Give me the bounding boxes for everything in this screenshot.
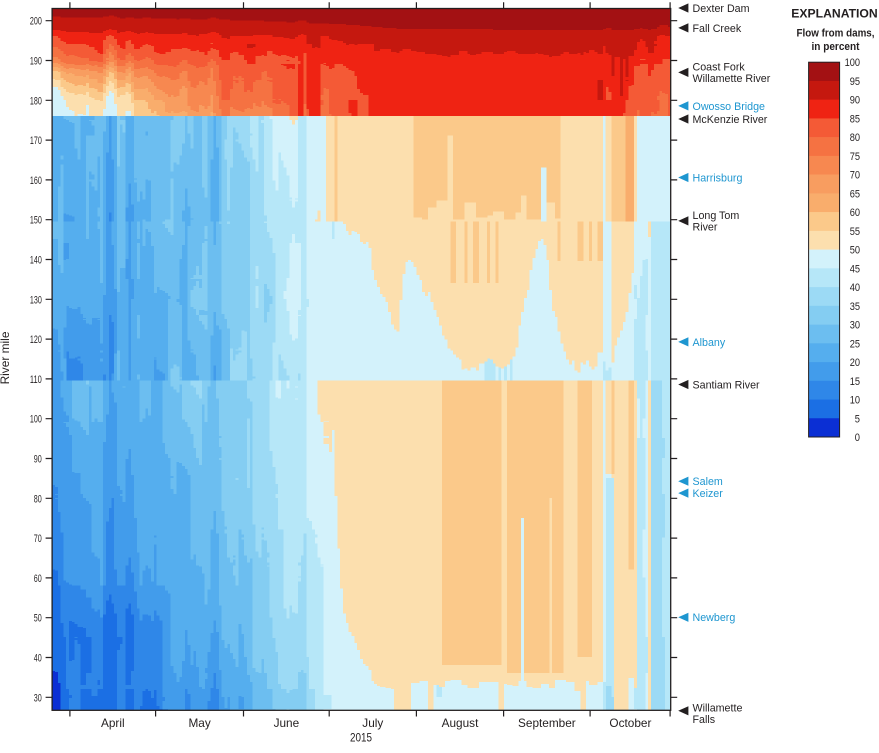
- svg-text:65: 65: [850, 188, 860, 200]
- svg-text:Coast Fork: Coast Fork: [693, 62, 746, 74]
- svg-text:Keizer: Keizer: [693, 488, 724, 500]
- svg-text:Falls: Falls: [693, 714, 716, 726]
- svg-text:Willamette: Willamette: [693, 703, 743, 715]
- svg-text:2015: 2015: [350, 731, 372, 745]
- svg-text:July: July: [362, 716, 383, 730]
- svg-text:50: 50: [34, 613, 42, 625]
- svg-text:October: October: [609, 716, 651, 730]
- svg-text:80: 80: [850, 132, 860, 144]
- svg-text:95: 95: [850, 76, 860, 88]
- svg-text:80: 80: [34, 493, 42, 505]
- svg-text:75: 75: [850, 151, 860, 163]
- svg-text:15: 15: [850, 376, 860, 388]
- svg-text:Santiam River: Santiam River: [693, 379, 761, 391]
- svg-text:Long Tom: Long Tom: [693, 210, 740, 222]
- svg-text:Newberg: Newberg: [693, 612, 736, 624]
- svg-text:140: 140: [30, 255, 42, 267]
- svg-text:EXPLANATION: EXPLANATION: [791, 7, 877, 21]
- svg-text:70: 70: [850, 170, 860, 182]
- svg-text:55: 55: [850, 226, 860, 238]
- svg-text:90: 90: [850, 95, 860, 107]
- svg-text:150: 150: [30, 215, 42, 227]
- svg-text:Owosso Bridge: Owosso Bridge: [693, 101, 766, 113]
- svg-text:160: 160: [30, 175, 42, 187]
- svg-text:0: 0: [855, 432, 860, 444]
- svg-text:20: 20: [850, 357, 860, 369]
- svg-text:85: 85: [850, 113, 860, 125]
- svg-text:170: 170: [30, 135, 42, 147]
- svg-text:10: 10: [850, 395, 860, 407]
- svg-text:60: 60: [850, 207, 860, 219]
- svg-text:Fall Creek: Fall Creek: [693, 23, 742, 35]
- svg-text:50: 50: [850, 245, 860, 257]
- svg-text:McKenzie River: McKenzie River: [693, 114, 768, 126]
- svg-text:Willamette River: Willamette River: [693, 73, 771, 85]
- svg-text:Albany: Albany: [693, 337, 726, 349]
- svg-text:Salem: Salem: [693, 476, 723, 488]
- svg-text:Dexter Dam: Dexter Dam: [693, 3, 750, 15]
- svg-text:May: May: [188, 716, 210, 730]
- svg-text:River: River: [693, 221, 718, 233]
- svg-text:190: 190: [30, 56, 42, 68]
- svg-text:110: 110: [30, 374, 42, 386]
- svg-text:60: 60: [34, 573, 42, 585]
- svg-text:30: 30: [850, 320, 860, 332]
- svg-text:30: 30: [34, 692, 42, 704]
- svg-text:90: 90: [34, 454, 42, 466]
- svg-text:Flow from dams,: Flow from dams,: [797, 28, 875, 40]
- svg-text:August: August: [442, 716, 479, 730]
- svg-text:100: 100: [30, 414, 42, 426]
- svg-text:40: 40: [34, 653, 42, 665]
- svg-text:45: 45: [850, 263, 860, 275]
- svg-text:35: 35: [850, 301, 860, 313]
- svg-text:70: 70: [34, 533, 42, 545]
- svg-text:June: June: [274, 716, 300, 730]
- svg-text:130: 130: [30, 294, 42, 306]
- svg-text:180: 180: [30, 95, 42, 107]
- svg-text:in percent: in percent: [812, 41, 860, 53]
- svg-text:April: April: [101, 716, 125, 730]
- svg-text:September: September: [518, 716, 576, 730]
- svg-text:25: 25: [850, 338, 860, 350]
- svg-text:River mile: River mile: [0, 331, 12, 384]
- svg-text:Harrisburg: Harrisburg: [693, 172, 743, 184]
- svg-text:120: 120: [30, 334, 42, 346]
- svg-text:40: 40: [850, 282, 860, 294]
- svg-text:200: 200: [30, 16, 42, 28]
- svg-text:100: 100: [845, 57, 860, 69]
- svg-text:5: 5: [855, 413, 860, 425]
